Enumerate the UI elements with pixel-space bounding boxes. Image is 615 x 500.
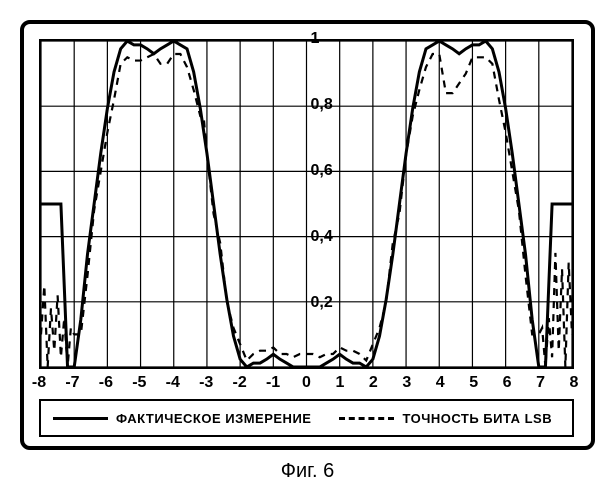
xtick-label: 4: [425, 374, 455, 392]
chart-frame: ФАКТИЧЕСКОЕ ИЗМЕРЕНИЕ ТОЧНОСТЬ БИТА LSB …: [20, 20, 595, 450]
legend-swatch-dashed: [339, 417, 394, 420]
legend-swatch-solid: [53, 417, 108, 420]
ytick-label: 0,4: [311, 228, 333, 246]
xtick-label: 0: [292, 374, 322, 392]
xtick-label: -3: [191, 374, 221, 392]
xtick-label: -4: [158, 374, 188, 392]
legend-label-dashed: ТОЧНОСТЬ БИТА LSB: [402, 411, 552, 426]
xtick-label: -6: [91, 374, 121, 392]
figure-caption: Фиг. 6: [0, 460, 615, 483]
xtick-label: -1: [258, 374, 288, 392]
ytick-label: 0,8: [311, 96, 333, 114]
ytick-label: 0,2: [311, 294, 333, 312]
xtick-label: 5: [459, 374, 489, 392]
xtick-label: 1: [325, 374, 355, 392]
plot-svg: [41, 41, 572, 367]
legend: ФАКТИЧЕСКОЕ ИЗМЕРЕНИЕ ТОЧНОСТЬ БИТА LSB: [39, 399, 574, 437]
xtick-label: 2: [358, 374, 388, 392]
legend-item-solid: ФАКТИЧЕСКОЕ ИЗМЕРЕНИЕ: [53, 411, 311, 426]
xtick-label: -2: [225, 374, 255, 392]
plot-area: [39, 39, 574, 369]
xtick-label: 6: [492, 374, 522, 392]
xtick-label: 8: [559, 374, 589, 392]
xtick-label: -5: [124, 374, 154, 392]
legend-item-dashed: ТОЧНОСТЬ БИТА LSB: [339, 411, 552, 426]
xtick-label: 3: [392, 374, 422, 392]
xtick-label: -7: [57, 374, 87, 392]
xtick-label: -8: [24, 374, 54, 392]
ytick-label: 0,6: [311, 162, 333, 180]
xtick-label: 7: [526, 374, 556, 392]
ytick-label: 1: [311, 30, 320, 48]
legend-label-solid: ФАКТИЧЕСКОЕ ИЗМЕРЕНИЕ: [116, 411, 311, 426]
